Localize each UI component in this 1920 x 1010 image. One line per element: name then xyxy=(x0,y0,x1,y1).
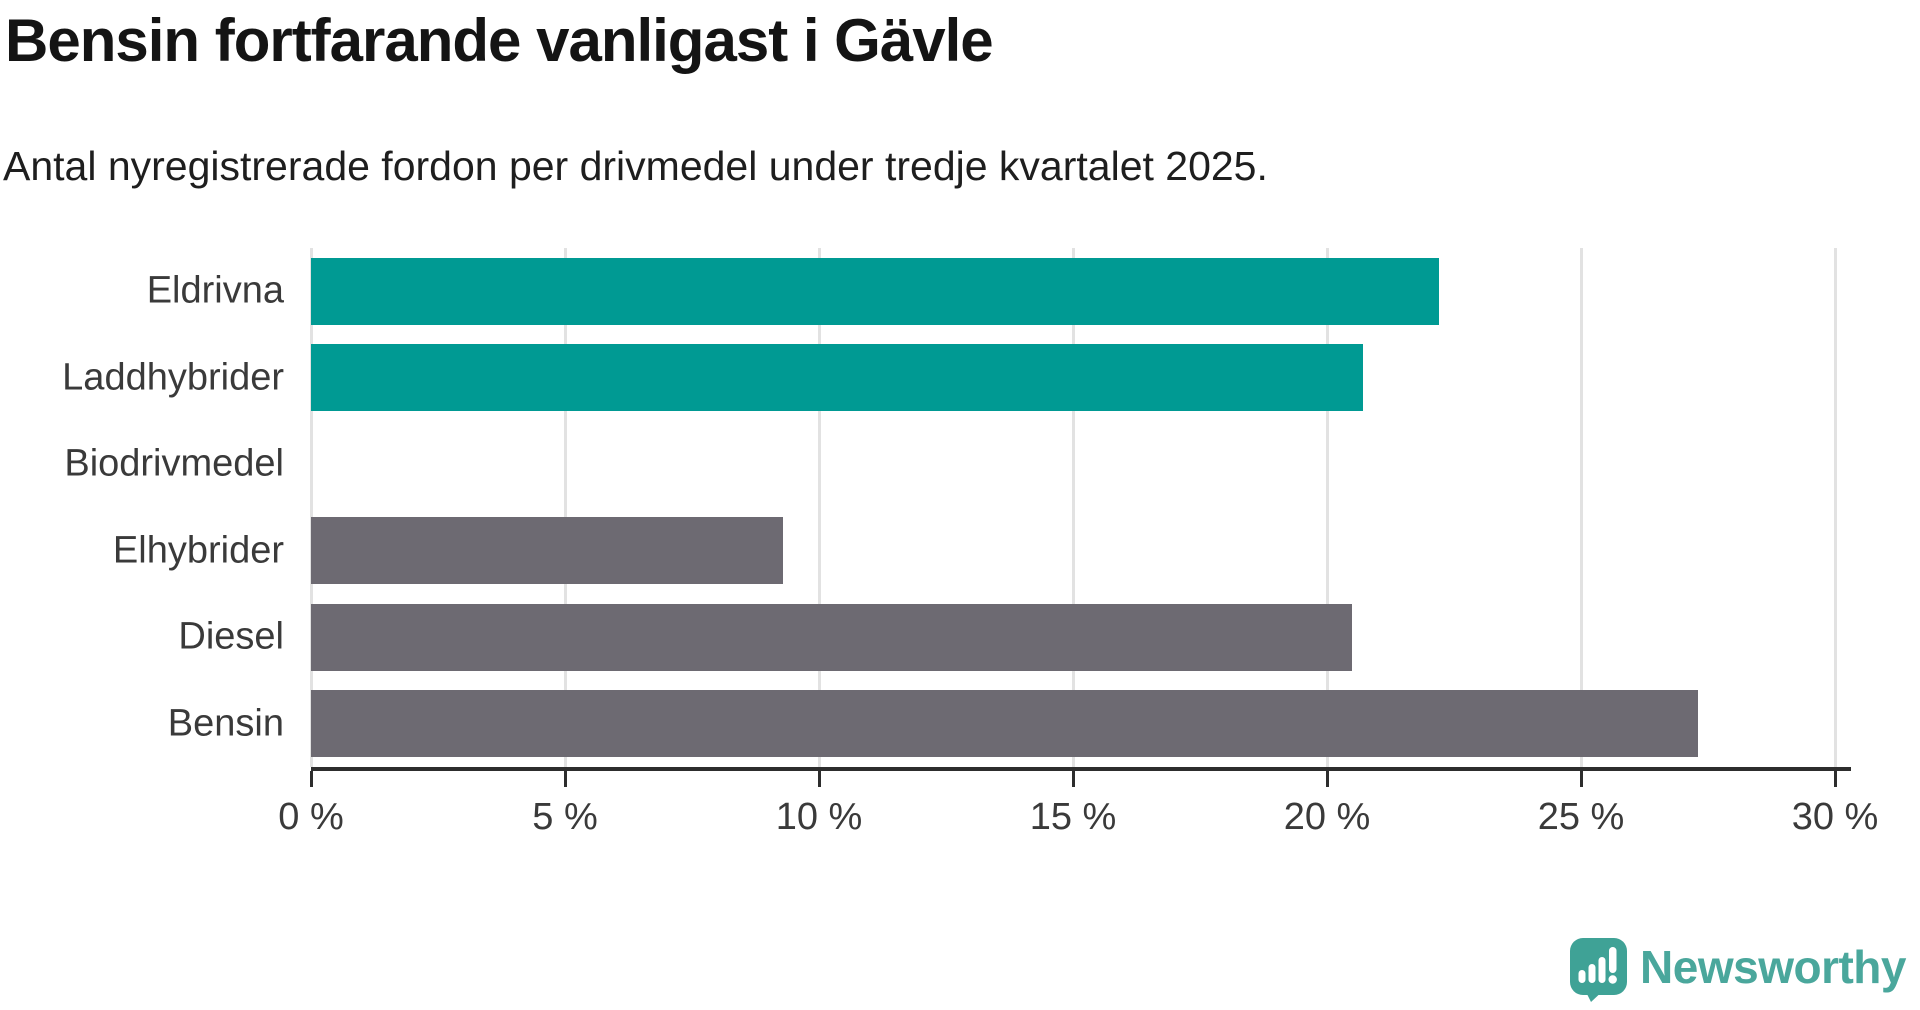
bar-elhybrider xyxy=(311,517,784,585)
x-axis-tick-label-20: 20 % xyxy=(1283,796,1371,838)
category-label-laddhybrider: Laddhybrider xyxy=(62,356,284,399)
x-axis-tick-20 xyxy=(1325,771,1329,787)
chart-subtitle: Antal nyregistrerade fordon per drivmede… xyxy=(3,143,1268,189)
gridline-0 xyxy=(309,248,313,767)
category-label-eldrivna: Eldrivna xyxy=(146,269,284,312)
gridline-30 xyxy=(1833,248,1837,767)
gridline-5 xyxy=(563,248,567,767)
x-axis-line xyxy=(311,767,1851,771)
chart-title: Bensin fortfarande vanligast i Gävle xyxy=(5,7,994,74)
x-axis-tick-25 xyxy=(1579,771,1583,787)
x-axis-tick-15 xyxy=(1071,771,1075,787)
bar-laddhybrider xyxy=(311,344,1363,412)
bar-bensin xyxy=(311,690,1698,758)
bar-eldrivna xyxy=(311,257,1439,325)
newsworthy-logo-text: Newsworthy xyxy=(1640,941,1906,993)
x-axis-tick-10 xyxy=(817,771,821,787)
x-axis-tick-label-0: 0 % xyxy=(278,796,344,838)
gridline-10 xyxy=(817,248,821,767)
x-axis-tick-label-15: 15 % xyxy=(1029,796,1117,838)
x-axis-tick-label-30: 30 % xyxy=(1791,796,1879,838)
category-label-biodrivmedel: Biodrivmedel xyxy=(64,442,284,485)
gridline-20 xyxy=(1325,248,1329,767)
x-axis-tick-label-5: 5 % xyxy=(532,796,598,838)
x-axis-tick-5 xyxy=(563,771,567,787)
bar-chart-plot-area: Eldrivna Laddhybrider Biodrivmedel Elhybrid… xyxy=(62,248,1878,838)
category-label-diesel: Diesel xyxy=(178,615,284,658)
bar-diesel xyxy=(311,603,1353,671)
category-label-elhybrider: Elhybrider xyxy=(112,529,284,572)
newsworthy-logo-icon xyxy=(1570,938,1628,1002)
x-axis-tick-0 xyxy=(309,771,313,787)
x-axis-tick-label-25: 25 % xyxy=(1537,796,1625,838)
x-axis-tick-label-10: 10 % xyxy=(775,796,863,838)
x-axis-tick-30 xyxy=(1833,771,1837,787)
gridline-25 xyxy=(1579,248,1583,767)
newsworthy-logo: Newsworthy xyxy=(1570,938,1906,1002)
category-label-bensin: Bensin xyxy=(167,702,284,745)
gridline-15 xyxy=(1071,248,1075,767)
